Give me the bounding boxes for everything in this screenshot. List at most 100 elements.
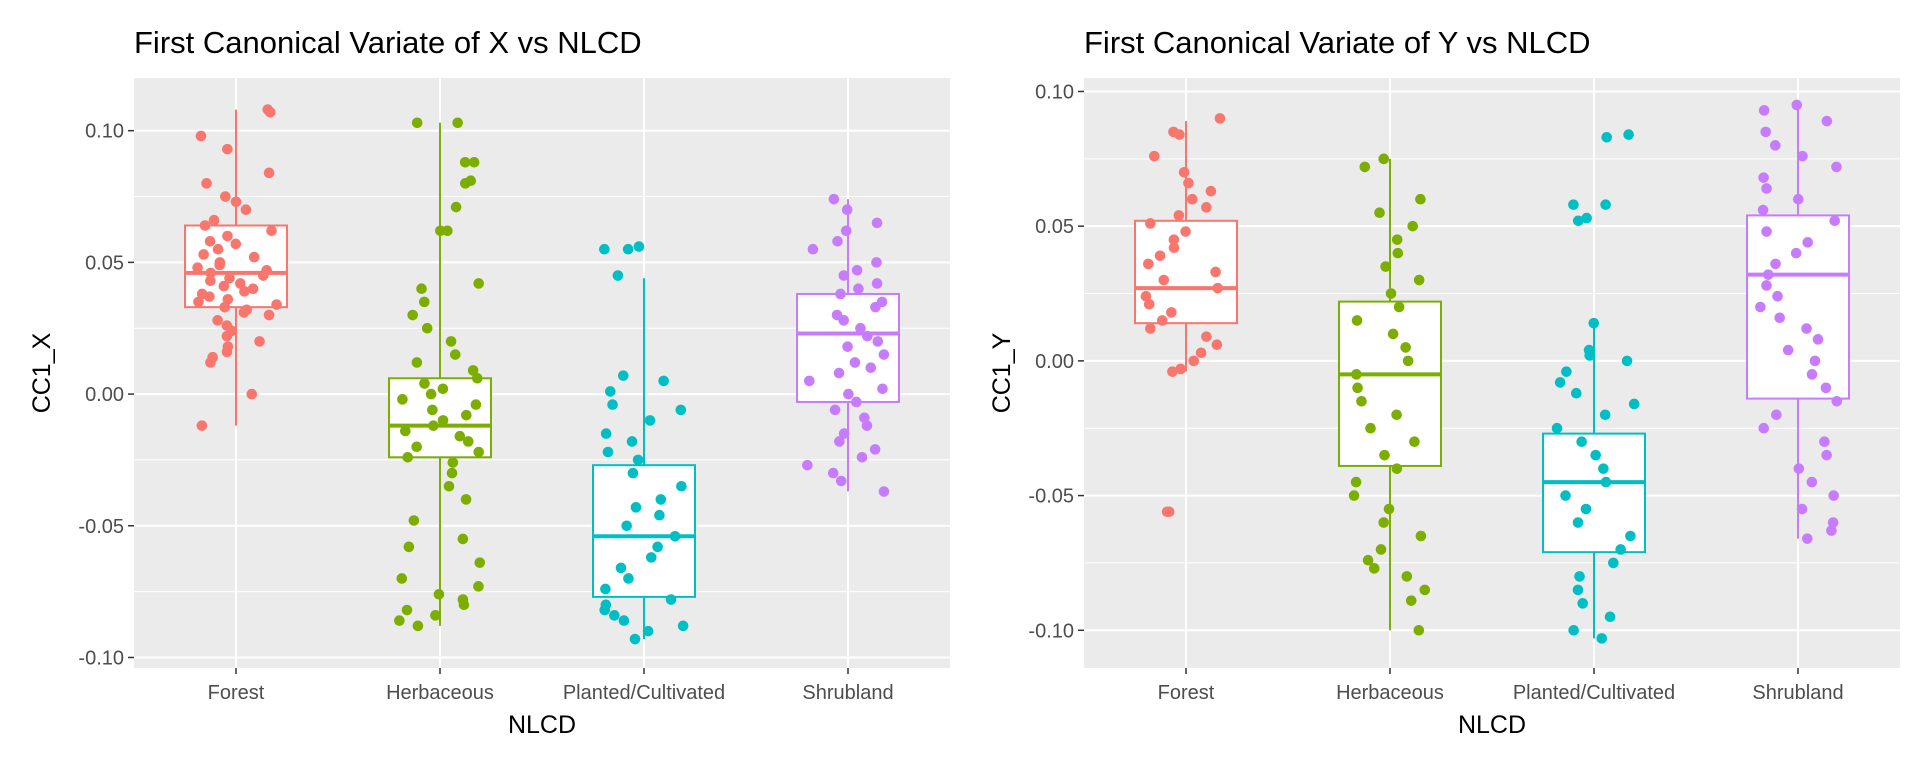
data-point (219, 301, 231, 313)
data-point (1774, 312, 1785, 324)
data-point (1621, 355, 1633, 367)
data-point (1826, 525, 1837, 536)
data-point (604, 386, 616, 397)
data-point (1368, 563, 1380, 574)
data-point (1604, 611, 1616, 623)
data-point (264, 106, 276, 118)
data-point (212, 243, 224, 255)
data-point (460, 494, 472, 505)
data-point (803, 375, 815, 387)
data-point (460, 178, 471, 189)
data-point (599, 604, 610, 616)
data-point (675, 404, 687, 416)
data-point (1375, 544, 1387, 555)
data-point (1600, 199, 1611, 210)
data-point (468, 156, 480, 168)
data-point (461, 409, 472, 421)
data-point (629, 633, 641, 645)
data-point (1402, 355, 1414, 367)
x-tick-label: Herbaceous (386, 682, 494, 704)
data-point (246, 388, 258, 400)
data-point (851, 396, 862, 408)
data-point (435, 225, 446, 237)
data-point (602, 446, 614, 458)
y-tick-label: 0.10 (85, 121, 124, 143)
data-point (450, 201, 462, 213)
x-tick-label: Forest (208, 682, 265, 704)
data-point (617, 370, 629, 381)
data-point (447, 457, 459, 468)
data-point (1167, 366, 1178, 377)
data-point (1195, 347, 1207, 359)
data-point (1797, 150, 1808, 162)
data-point (1590, 449, 1601, 461)
data-point (403, 541, 415, 553)
data-point (419, 378, 430, 389)
data-point (1576, 436, 1587, 447)
data-point (1186, 193, 1198, 205)
data-point (665, 594, 677, 605)
data-point (235, 278, 246, 289)
data-point (445, 336, 457, 347)
chart-cc1-x: 0.10 0.05 0.00 -0.05 -0.10 Forest Herbaceous Pl… (28, 25, 950, 739)
data-point (862, 330, 873, 342)
data-point (1173, 210, 1185, 221)
data-point (467, 365, 479, 376)
data-point (1210, 266, 1221, 278)
data-point (833, 367, 845, 379)
data-point (1407, 220, 1419, 232)
data-point (652, 541, 663, 553)
data-point (1401, 571, 1413, 582)
data-point (1615, 544, 1626, 555)
data-point (644, 415, 656, 426)
data-point (418, 296, 430, 308)
data-point (430, 610, 441, 621)
data-point (838, 270, 850, 281)
data-point (1820, 382, 1832, 394)
data-point (802, 459, 813, 471)
data-point (669, 531, 681, 542)
data-point (1758, 172, 1769, 183)
data-point (1769, 140, 1781, 151)
x-tick-label: Shrubland (802, 682, 893, 704)
data-point (829, 404, 841, 416)
data-point (201, 178, 212, 189)
y-tick-label: -0.10 (1028, 620, 1074, 642)
data-point (239, 286, 250, 297)
data-point (828, 193, 840, 205)
data-point (1577, 598, 1588, 609)
data-point (1188, 355, 1199, 367)
data-point (1623, 129, 1634, 140)
data-point (1143, 299, 1155, 310)
y-tick-label: 0.05 (85, 252, 124, 274)
data-point (600, 583, 611, 595)
data-point (1362, 554, 1374, 566)
data-point (1145, 323, 1156, 334)
data-point (263, 167, 275, 179)
data-point (1831, 161, 1842, 173)
data-point (1793, 463, 1805, 474)
data-point (205, 357, 216, 368)
data-point (1415, 530, 1427, 542)
data-point (1757, 204, 1769, 216)
data-point (1201, 331, 1212, 342)
data-point (856, 451, 868, 463)
data-point (871, 217, 883, 229)
y-tick-label: 0.00 (1035, 351, 1074, 373)
data-point (621, 520, 632, 532)
data-point (1145, 218, 1156, 229)
data-point (618, 615, 630, 626)
data-point (642, 625, 654, 637)
data-point (1755, 301, 1766, 313)
data-point (212, 315, 223, 326)
y-tick-label: -0.05 (78, 516, 124, 538)
data-point (1801, 323, 1812, 334)
data-point (1596, 633, 1608, 644)
data-point (433, 588, 445, 600)
data-point (1214, 113, 1226, 124)
data-point (257, 270, 269, 281)
data-point (654, 509, 665, 521)
data-point (473, 278, 484, 289)
data-point (1598, 463, 1609, 474)
